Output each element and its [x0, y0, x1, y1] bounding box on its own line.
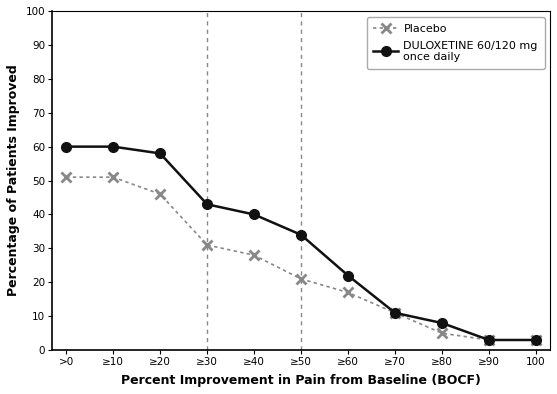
DULOXETINE 60/120 mg
once daily	[251, 212, 257, 217]
Placebo	[392, 310, 398, 315]
Placebo	[204, 243, 211, 247]
Placebo	[63, 175, 70, 180]
Line: Placebo: Placebo	[61, 172, 541, 345]
Placebo	[251, 253, 257, 258]
DULOXETINE 60/120 mg
once daily	[486, 338, 492, 342]
Placebo	[486, 338, 492, 342]
Line: DULOXETINE 60/120 mg
once daily: DULOXETINE 60/120 mg once daily	[61, 142, 541, 345]
DULOXETINE 60/120 mg
once daily	[392, 310, 398, 315]
DULOXETINE 60/120 mg
once daily	[298, 232, 305, 237]
DULOXETINE 60/120 mg
once daily	[532, 338, 539, 342]
DULOXETINE 60/120 mg
once daily	[345, 273, 351, 278]
DULOXETINE 60/120 mg
once daily	[204, 202, 211, 207]
Placebo	[110, 175, 116, 180]
Placebo	[298, 277, 305, 281]
Placebo	[532, 338, 539, 342]
DULOXETINE 60/120 mg
once daily	[63, 144, 70, 149]
Placebo	[439, 331, 446, 336]
Y-axis label: Percentage of Patients Improved: Percentage of Patients Improved	[7, 65, 20, 296]
Placebo	[345, 290, 351, 295]
DULOXETINE 60/120 mg
once daily	[157, 151, 163, 156]
Legend: Placebo, DULOXETINE 60/120 mg
once daily: Placebo, DULOXETINE 60/120 mg once daily	[367, 17, 545, 69]
DULOXETINE 60/120 mg
once daily	[439, 321, 446, 325]
DULOXETINE 60/120 mg
once daily	[110, 144, 116, 149]
Placebo	[157, 192, 163, 197]
X-axis label: Percent Improvement in Pain from Baseline (BOCF): Percent Improvement in Pain from Baselin…	[121, 374, 481, 387]
